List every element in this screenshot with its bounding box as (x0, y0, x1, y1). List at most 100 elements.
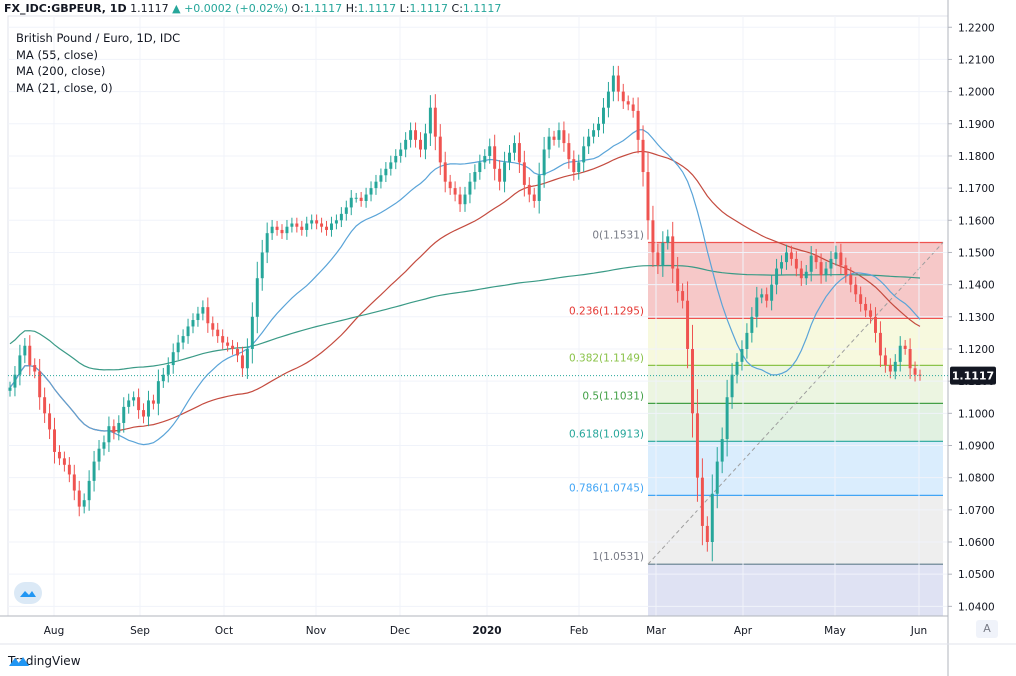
candle-body (142, 410, 146, 417)
candle-body (542, 149, 546, 176)
y-tick-label: 1.1500 (958, 247, 995, 259)
fib-level-label: 0.236(1.1295) (569, 305, 644, 317)
ohlc-high-label: H: (345, 2, 358, 15)
symbol-label[interactable]: FX_IDC:GBPEUR, 1D (4, 2, 127, 15)
candle-body (186, 326, 190, 337)
candle-body (621, 91, 625, 102)
ma21-line[interactable] (9, 129, 921, 446)
candle-body (789, 252, 793, 259)
legend-ma200[interactable]: MA (200, close) (16, 64, 106, 78)
candle-body (710, 493, 714, 543)
candle-body (626, 101, 630, 105)
candle-body (67, 464, 71, 475)
fib-level-label: 0.786(1.0745) (569, 482, 644, 494)
auto-scale-label: A (983, 622, 991, 635)
candle-body (275, 226, 279, 230)
candle-body (869, 310, 873, 317)
candle-body (784, 252, 788, 263)
y-tick-label: 1.0900 (958, 440, 995, 452)
candle-body (82, 500, 86, 507)
candle-body (893, 361, 897, 372)
y-tick-label: 1.1000 (958, 408, 995, 420)
candle-body (735, 361, 739, 375)
candle-body (824, 268, 828, 275)
y-tick-label: 1.2000 (958, 87, 995, 99)
candle-body (112, 426, 116, 433)
candle-body (849, 274, 853, 285)
candle-body (28, 345, 32, 366)
ohlc-low: 1.1117 (409, 2, 449, 15)
candle-body (443, 162, 447, 182)
candle-body (686, 300, 690, 349)
ma55-line[interactable] (9, 150, 921, 432)
candle-body (18, 355, 22, 375)
legend-ma55[interactable]: MA (55, close) (16, 47, 98, 62)
candle-body (641, 139, 645, 173)
symbol-header: FX_IDC:GBPEUR, 1D 1.1117 ▲ +0.0002 (+0.0… (4, 2, 501, 15)
candle-body (577, 162, 581, 173)
candle-body (122, 406, 126, 423)
candle-body (636, 110, 640, 140)
auto-scale-button[interactable]: A (976, 620, 998, 638)
y-tick-label: 1.2100 (958, 54, 995, 66)
x-tick-label: Mar (646, 625, 666, 637)
candle-body (755, 297, 759, 317)
fibonacci-labels: 0(1.1531) 0.236(1.1295) 0.382(1.1149) 0.5(1… (569, 229, 644, 563)
candle-body (409, 130, 413, 140)
candle-body (483, 155, 487, 163)
candle-body (423, 133, 427, 150)
candle-body (646, 172, 650, 221)
chart-logo-icon[interactable] (14, 582, 42, 604)
candle-body (631, 104, 635, 111)
candle-body (597, 123, 601, 131)
candle-body (819, 262, 823, 275)
candle-body (156, 381, 160, 404)
candle-body (329, 223, 333, 230)
candle-body (433, 107, 437, 137)
candle-body (661, 242, 665, 266)
candle-body (394, 155, 398, 163)
candle-body (814, 255, 818, 263)
candle-body (151, 400, 155, 404)
candle-body (364, 194, 368, 201)
x-tick-label: Dec (390, 625, 411, 637)
candle-body (903, 345, 907, 349)
x-tick-label: Aug (44, 625, 65, 637)
candle-body (127, 400, 131, 407)
fib-level-label: 0.5(1.1031) (582, 390, 644, 402)
candle-body (854, 284, 858, 295)
up-triangle-icon: ▲ (172, 2, 181, 15)
legend-ma21[interactable]: MA (21, close, 0) (16, 80, 113, 95)
candle-body (265, 233, 269, 253)
indicator-legend: British Pound / Euro, 1D, IDC MA (55, cl… (16, 30, 180, 96)
legend-title[interactable]: British Pound / Euro, 1D, IDC (16, 31, 181, 45)
candle-body (176, 342, 180, 353)
tradingview-brand[interactable]: TradingView (8, 654, 81, 668)
candle-body (305, 223, 309, 230)
fib-zone (648, 495, 943, 565)
ma200-line[interactable] (9, 264, 921, 371)
candle-body (656, 252, 660, 266)
candle-body (201, 307, 205, 314)
y-tick-label: 1.1600 (958, 215, 995, 227)
candle-body (874, 316, 877, 333)
candle-body (43, 397, 47, 414)
fib-trend-line[interactable] (647, 242, 944, 565)
candle-body (369, 188, 373, 195)
candle-body (53, 429, 56, 452)
y-tick-label: 1.0400 (958, 601, 995, 613)
candle-body (780, 262, 784, 269)
candle-body (478, 162, 482, 173)
candle-body (191, 320, 195, 327)
candles (8, 65, 922, 562)
price-badge-label: 1.1117 (952, 370, 994, 383)
candle-body (666, 236, 670, 243)
candle-body (38, 371, 42, 398)
candle-body (775, 268, 779, 285)
candle-body (458, 194, 462, 205)
candle-body (389, 162, 393, 169)
candle-body (611, 75, 615, 92)
candle-body (878, 332, 882, 356)
candle-body (898, 345, 902, 362)
